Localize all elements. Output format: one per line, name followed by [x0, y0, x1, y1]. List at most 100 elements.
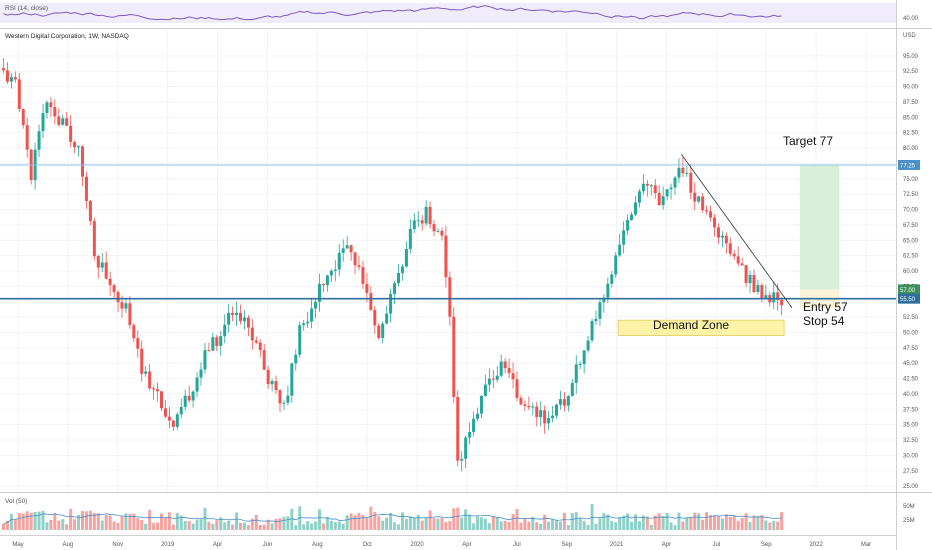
- candle-body: [81, 146, 84, 177]
- candle-body: [543, 410, 547, 424]
- candle-body: [381, 323, 385, 338]
- volume-bar: [381, 520, 385, 530]
- volume-bar: [740, 518, 744, 530]
- volume-panel: Vol (50) 50M 25M: [2, 498, 915, 530]
- volume-bar: [57, 520, 61, 530]
- volume-bar: [649, 524, 653, 530]
- time-tick-label: Apr: [662, 542, 671, 548]
- price-tick-label: 62.50: [903, 254, 919, 260]
- volume-bar: [337, 521, 341, 530]
- volume-bar: [535, 522, 539, 530]
- volume-bar: [468, 514, 472, 530]
- volume-bar: [2, 523, 5, 530]
- target-zone[interactable]: [799, 164, 840, 290]
- volume-bar: [558, 521, 562, 530]
- price-panel[interactable]: Western Digital Corporation, 1W, NASDAQ …: [0, 30, 920, 492]
- candle-body: [187, 395, 191, 401]
- volume-bar: [191, 523, 195, 530]
- candle-body: [693, 192, 697, 202]
- volume-bar: [436, 518, 440, 530]
- volume-bar: [385, 517, 389, 530]
- volume-bar: [610, 521, 614, 530]
- candle-body: [41, 113, 45, 132]
- volume-bar: [258, 524, 262, 530]
- volume-bar: [357, 512, 361, 530]
- demand-zone[interactable]: [617, 319, 785, 336]
- volume-bar: [705, 512, 709, 530]
- rsi-panel: RSI (14, close) 40.00: [0, 0, 919, 28]
- candle-body: [211, 337, 215, 351]
- time-tick-label: Apr: [213, 542, 222, 548]
- volume-bar: [744, 513, 748, 530]
- candle-body: [649, 185, 653, 187]
- candle-body: [104, 262, 108, 279]
- candle-body: [302, 323, 306, 326]
- candle-body: [531, 406, 535, 408]
- candle-body: [318, 283, 321, 302]
- volume-bar: [369, 506, 373, 530]
- volume-bar: [464, 509, 468, 530]
- volume-bar: [282, 516, 286, 530]
- volume-bar: [622, 515, 626, 530]
- candle-body: [448, 277, 452, 317]
- candle-body: [590, 321, 594, 341]
- price-axis[interactable]: 95.0092.5090.0087.5085.0082.5080.0077.50…: [898, 54, 920, 490]
- volume-bar: [685, 517, 689, 530]
- candle-body: [685, 172, 689, 174]
- candle-body: [242, 317, 246, 322]
- candle-body: [630, 214, 634, 221]
- candle-body: [701, 196, 705, 211]
- candle-body: [428, 206, 432, 225]
- candle-body: [523, 404, 527, 406]
- time-tick-label: May: [12, 542, 23, 548]
- volume-bar: [49, 519, 53, 530]
- volume-bar: [88, 510, 92, 530]
- trendline[interactable]: [681, 153, 793, 309]
- candle-body: [349, 245, 353, 253]
- candle-body: [112, 285, 116, 293]
- candle-body: [728, 243, 732, 254]
- volume-bar: [183, 521, 187, 530]
- candle-body: [337, 252, 341, 270]
- candle-body: [720, 235, 724, 238]
- volume-bar: [448, 520, 452, 530]
- volume-bar: [242, 522, 246, 530]
- volume-bar: [100, 520, 104, 530]
- currency-label: USD: [903, 33, 916, 39]
- volume-bar: [716, 516, 720, 530]
- candle-body: [120, 302, 124, 309]
- volume-bar: [211, 524, 215, 530]
- volume-bar: [223, 522, 227, 530]
- candle-body: [479, 395, 483, 414]
- volume-bar: [681, 521, 685, 530]
- candle-body: [709, 211, 713, 218]
- volume-bar: [195, 519, 199, 530]
- candle-body: [61, 118, 65, 125]
- price-tick-label: 92.50: [903, 69, 919, 75]
- volume-bar: [333, 522, 337, 530]
- volume-bar: [45, 522, 49, 530]
- volume-bar: [310, 523, 314, 530]
- candle-body: [250, 327, 254, 341]
- candle-body: [290, 363, 294, 396]
- candle-body: [776, 292, 780, 300]
- candle-body: [436, 230, 440, 232]
- volume-bar: [732, 515, 736, 530]
- candle-body: [669, 187, 673, 190]
- volume-bar: [321, 523, 325, 530]
- volume-bar: [570, 513, 574, 530]
- volume-bar: [566, 524, 570, 530]
- volume-bar: [452, 508, 456, 530]
- volume-bar: [306, 521, 310, 530]
- candle-body: [558, 399, 562, 405]
- candle-body: [622, 230, 626, 245]
- candle-body: [626, 220, 630, 231]
- volume-bar: [487, 523, 491, 530]
- candle-body: [321, 283, 325, 286]
- time-axis[interactable]: May Aug Nov 2019 Apr Jun Aug Oct 2020 Apr Jul Sep 20…: [12, 542, 871, 548]
- candle-body: [736, 256, 740, 264]
- candle-body: [780, 299, 784, 306]
- price-tick-label: 80.00: [903, 146, 919, 152]
- candle-body: [282, 402, 286, 404]
